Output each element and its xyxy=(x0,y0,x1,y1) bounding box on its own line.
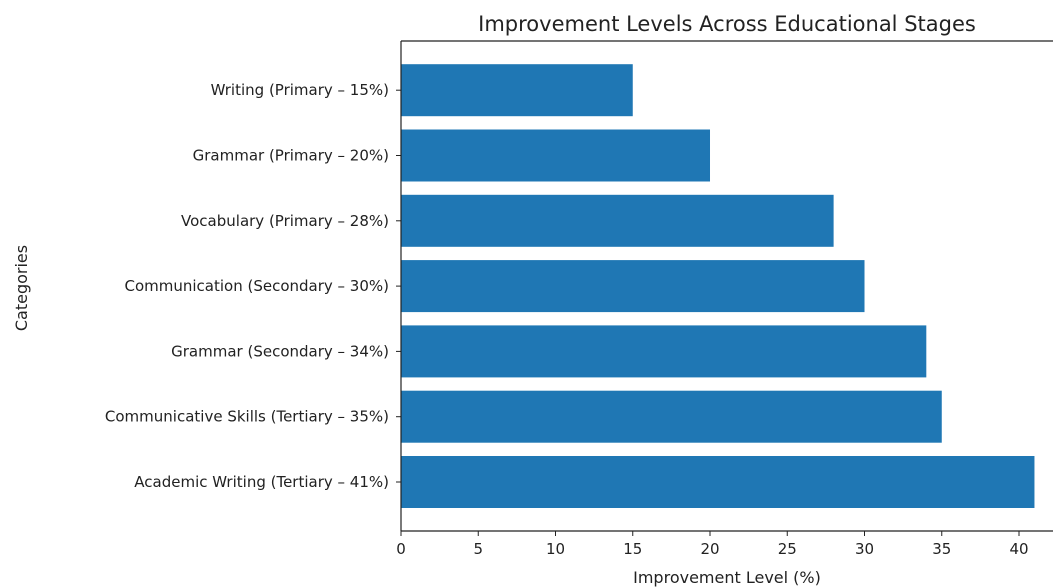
y-tick-label: Communication (Secondary – 30%) xyxy=(124,277,389,295)
ticks-group: Academic Writing (Tertiary – 41%) Communi… xyxy=(105,81,1029,558)
x-tick-label: 5 xyxy=(473,540,483,558)
bar xyxy=(401,194,834,247)
x-tick-label: 20 xyxy=(700,540,719,558)
x-axis-title: Improvement Level (%) xyxy=(633,568,821,587)
bar xyxy=(401,129,711,182)
y-tick-label: Writing (Primary – 15%) xyxy=(211,81,389,99)
bar xyxy=(401,64,633,117)
x-tick-label: 10 xyxy=(546,540,565,558)
chart-title: Improvement Levels Across Educational St… xyxy=(478,12,976,36)
y-tick-label: Vocabulary (Primary – 28%) xyxy=(181,212,389,230)
x-tick-label: 25 xyxy=(778,540,797,558)
x-tick-label: 35 xyxy=(932,540,951,558)
bar xyxy=(401,260,865,313)
y-tick-label: Communicative Skills (Tertiary – 35%) xyxy=(105,408,389,426)
bars-group xyxy=(401,64,1035,508)
bar xyxy=(401,456,1035,508)
x-tick-label: 15 xyxy=(623,540,642,558)
x-tick-label: 30 xyxy=(855,540,874,558)
y-tick-label: Academic Writing (Tertiary – 41%) xyxy=(134,473,389,491)
y-axis-title: Categories xyxy=(12,245,31,331)
x-tick-label: 40 xyxy=(1009,540,1028,558)
y-tick-label: Grammar (Primary – 20%) xyxy=(193,147,389,165)
bar xyxy=(401,325,927,378)
x-tick-label: 0 xyxy=(396,540,406,558)
bar xyxy=(401,390,942,443)
y-tick-label: Grammar (Secondary – 34%) xyxy=(171,342,389,360)
